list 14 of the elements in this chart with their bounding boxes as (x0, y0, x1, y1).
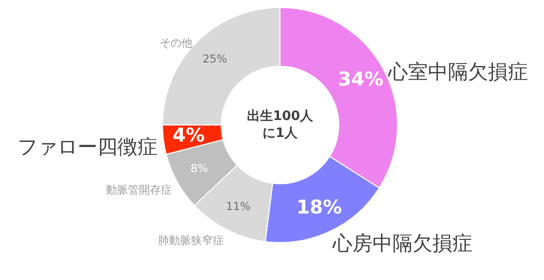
data-label: 34% (338, 68, 384, 91)
text: に1人 (262, 126, 299, 141)
data-label: 25% (202, 52, 228, 66)
slice-label: 肺動脈狭窄症 (158, 234, 224, 247)
slice-label: その他 (160, 36, 193, 50)
slice-label: 動脈管開存症 (106, 183, 172, 196)
data-label: 18% (296, 196, 342, 218)
slice-label: ファロー四徴症 (17, 134, 158, 159)
text: 出生100人 (246, 108, 314, 124)
data-label: 8% (190, 162, 208, 176)
slice-label: 心房中隔欠損症 (332, 230, 473, 255)
data-label: 4% (172, 124, 205, 146)
slice-label: 心室中隔欠損症 (387, 60, 528, 84)
data-label: 11% (226, 200, 250, 213)
